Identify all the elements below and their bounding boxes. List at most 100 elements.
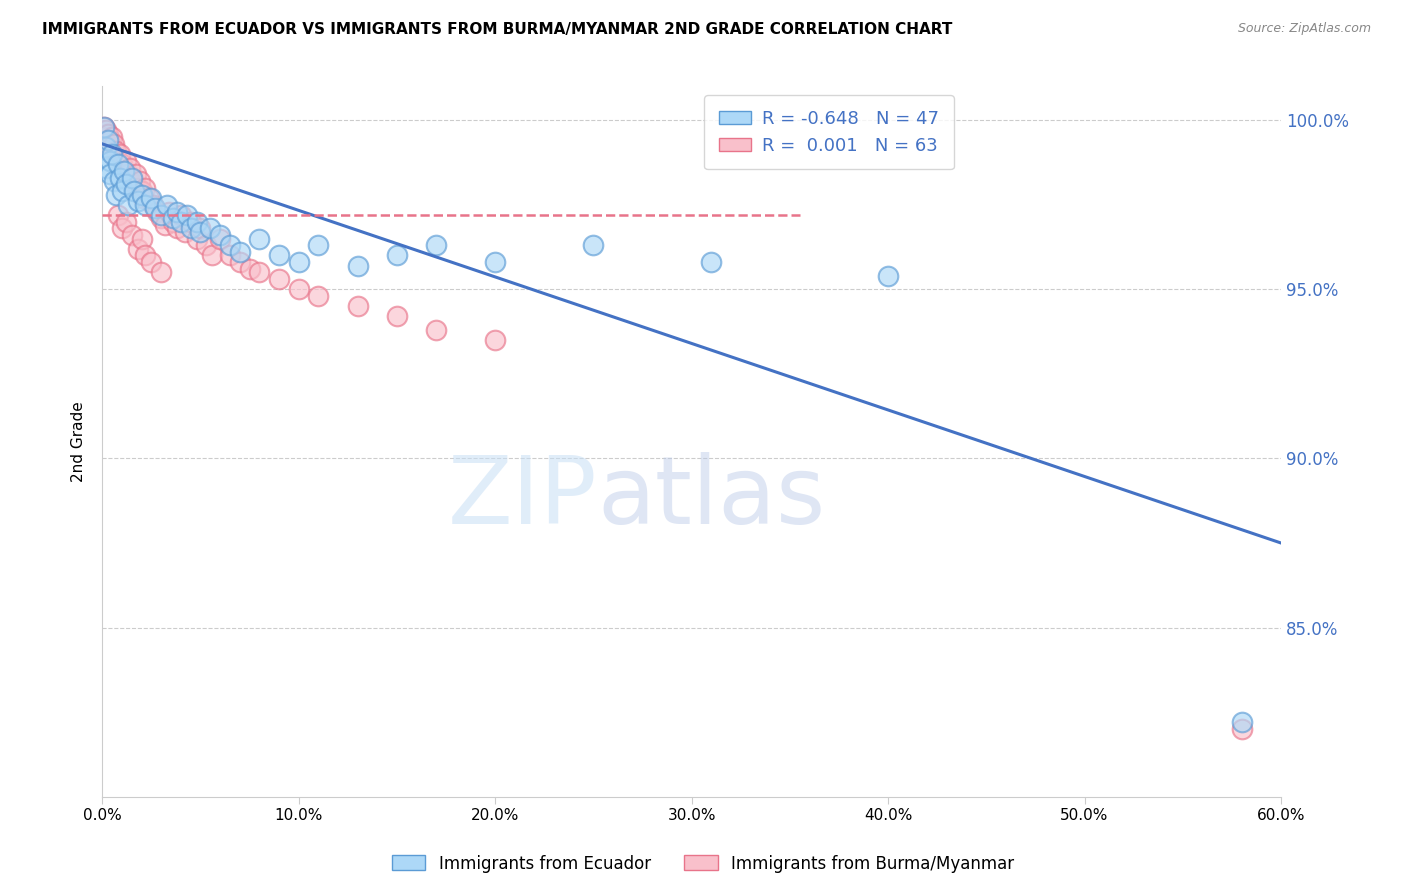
Point (1230, 715, 1253, 730)
Point (127, 242, 149, 256)
Point (104, 144, 127, 158)
Point (385, 248, 408, 262)
Point (247, 265, 270, 279)
Legend: Immigrants from Ecuador, Immigrants from Burma/Myanmar: Immigrants from Ecuador, Immigrants from… (385, 848, 1021, 880)
Point (162, 211, 184, 226)
Point (484, 255, 506, 269)
Point (122, 178, 145, 192)
Point (94, 161, 117, 175)
Point (346, 259, 368, 273)
Point (118, 161, 141, 175)
Point (186, 231, 208, 245)
Point (107, 157, 129, 171)
Point (98, 167, 121, 181)
Point (97, 127, 120, 141)
Point (385, 310, 408, 324)
Point (94, 136, 117, 151)
Point (101, 147, 124, 161)
Point (124, 167, 146, 181)
Point (121, 170, 143, 185)
Point (98, 133, 121, 147)
Text: IMMIGRANTS FROM ECUADOR VS IMMIGRANTS FROM BURMA/MYANMAR 2ND GRADE CORRELATION C: IMMIGRANTS FROM ECUADOR VS IMMIGRANTS FR… (42, 22, 952, 37)
Point (166, 204, 188, 219)
Point (131, 187, 153, 202)
Point (143, 201, 166, 215)
Point (107, 208, 129, 222)
Point (111, 157, 134, 171)
Point (190, 225, 212, 239)
Point (1230, 722, 1253, 736)
Point (93, 130, 115, 145)
Text: ZIP: ZIP (447, 452, 598, 544)
Point (153, 218, 176, 232)
Point (127, 194, 149, 209)
Point (127, 181, 149, 195)
Point (307, 289, 329, 303)
Point (267, 248, 290, 262)
Point (131, 184, 153, 198)
Point (134, 198, 156, 212)
Point (117, 198, 139, 212)
Point (190, 221, 212, 235)
Point (229, 255, 252, 269)
Point (186, 214, 208, 228)
Point (180, 221, 202, 235)
Point (104, 187, 127, 202)
Point (162, 214, 184, 228)
Point (219, 238, 242, 252)
Point (200, 221, 222, 235)
Point (111, 221, 134, 235)
Point (94, 123, 117, 137)
Point (201, 248, 224, 262)
Point (582, 238, 605, 252)
Text: atlas: atlas (598, 452, 825, 544)
Point (134, 181, 156, 195)
Point (101, 130, 124, 145)
Point (287, 255, 309, 269)
Point (132, 191, 155, 205)
Legend: R = -0.648   N = 47, R =  0.001   N = 63: R = -0.648 N = 47, R = 0.001 N = 63 (704, 95, 953, 169)
Point (700, 255, 723, 269)
Point (141, 255, 163, 269)
Point (131, 231, 153, 245)
Point (111, 184, 134, 198)
Point (157, 204, 180, 219)
Point (156, 198, 179, 212)
Point (142, 198, 165, 212)
Point (108, 147, 131, 161)
Point (170, 208, 193, 222)
Point (114, 214, 136, 228)
Point (209, 228, 232, 243)
Point (101, 147, 124, 161)
Point (103, 136, 125, 151)
Point (425, 238, 447, 252)
Point (484, 333, 506, 347)
Point (170, 214, 193, 228)
Point (209, 231, 232, 245)
Point (150, 265, 173, 279)
Point (108, 170, 131, 185)
Point (117, 167, 139, 181)
Point (103, 174, 125, 188)
Point (93, 120, 115, 134)
Point (267, 272, 290, 286)
Point (287, 282, 309, 296)
Point (141, 191, 163, 205)
Point (112, 164, 135, 178)
Point (146, 204, 169, 219)
Point (173, 225, 195, 239)
Y-axis label: 2nd Grade: 2nd Grade (72, 401, 86, 482)
Point (166, 221, 188, 235)
Point (195, 238, 218, 252)
Point (877, 268, 900, 283)
Point (138, 191, 160, 205)
Point (114, 178, 136, 192)
Point (128, 174, 150, 188)
Point (122, 184, 145, 198)
Point (98, 153, 121, 168)
Point (307, 238, 329, 252)
Text: Source: ZipAtlas.com: Source: ZipAtlas.com (1237, 22, 1371, 36)
Point (247, 231, 270, 245)
Point (97, 133, 120, 147)
Point (97, 140, 120, 154)
